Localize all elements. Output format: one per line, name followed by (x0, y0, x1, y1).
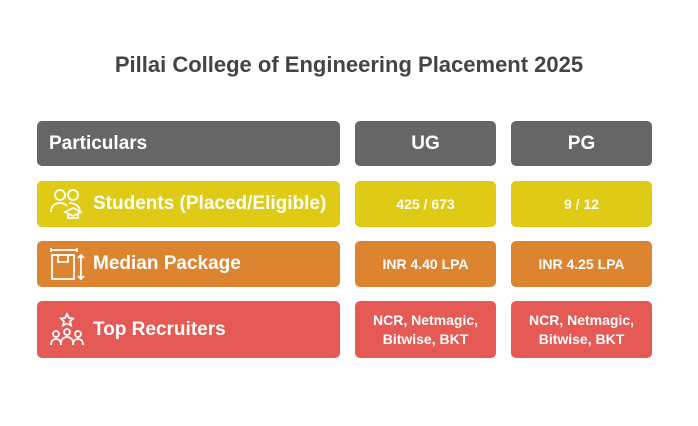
students-icon (50, 189, 84, 219)
row-label-text: Top Recruiters (93, 318, 226, 340)
header-cell: UG (355, 121, 496, 166)
row-label-text: Median Package (93, 253, 241, 274)
cell: NCR, Netmagic, Bitwise, BKT (355, 301, 496, 358)
cell: 9 / 12 (511, 181, 652, 227)
header-cell: PG (511, 121, 652, 166)
recruiters-icon (50, 311, 84, 345)
header-cell: Particulars (37, 121, 340, 166)
title: Pillai College of Engineering Placement … (114, 52, 584, 77)
cell: NCR, Netmagic, Bitwise, BKT (511, 301, 652, 358)
row-label: Top Recruiters (37, 301, 340, 358)
cell: INR 4.40 LPA (355, 241, 496, 287)
row-label-text: Students (Placed/Eligible) (93, 193, 327, 214)
row-label: Median Package (37, 241, 340, 287)
cell: INR 4.25 LPA (511, 241, 652, 287)
package-icon (50, 248, 85, 281)
row-label: Students (Placed/Eligible) (37, 181, 340, 227)
cell: 425 / 673 (355, 181, 496, 227)
